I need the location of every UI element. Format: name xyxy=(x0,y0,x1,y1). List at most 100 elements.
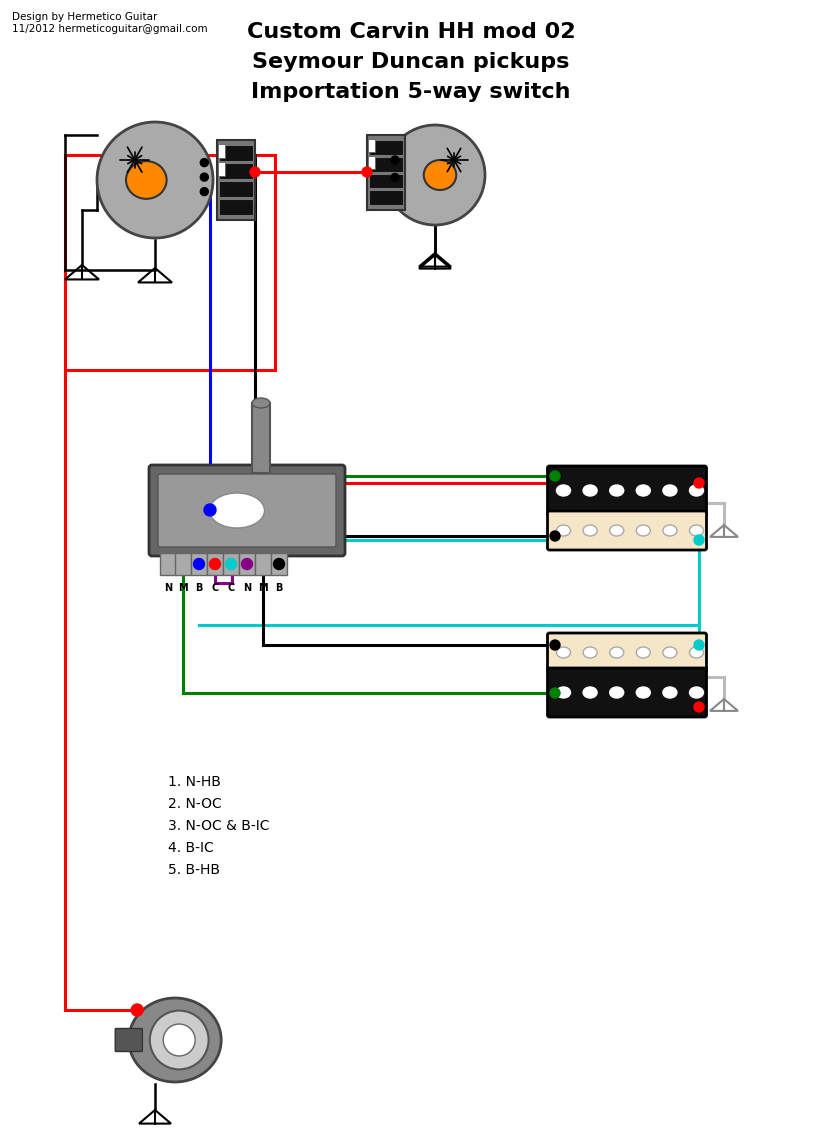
FancyBboxPatch shape xyxy=(547,633,706,672)
Bar xyxy=(370,191,402,204)
Ellipse shape xyxy=(556,687,570,698)
Circle shape xyxy=(391,174,399,182)
Circle shape xyxy=(550,688,560,698)
Text: Design by Hermetico Guitar: Design by Hermetico Guitar xyxy=(12,13,157,22)
Bar xyxy=(218,161,225,176)
Ellipse shape xyxy=(556,525,570,536)
FancyBboxPatch shape xyxy=(115,1029,142,1052)
Bar xyxy=(367,135,405,210)
Ellipse shape xyxy=(129,998,221,1082)
Ellipse shape xyxy=(636,525,650,536)
Bar xyxy=(220,146,252,160)
Bar xyxy=(220,164,252,179)
Ellipse shape xyxy=(663,485,677,496)
Text: 2. N-OC: 2. N-OC xyxy=(168,797,222,811)
Circle shape xyxy=(242,558,252,570)
Ellipse shape xyxy=(690,525,704,536)
FancyBboxPatch shape xyxy=(547,669,706,717)
Bar xyxy=(223,553,239,575)
Bar xyxy=(252,402,270,473)
Circle shape xyxy=(274,558,284,570)
Text: 11/2012 hermeticoguitar@gmail.com: 11/2012 hermeticoguitar@gmail.com xyxy=(12,24,208,34)
Circle shape xyxy=(250,167,260,177)
Text: 1. N-HB: 1. N-HB xyxy=(168,775,221,789)
Ellipse shape xyxy=(610,525,624,536)
Circle shape xyxy=(201,188,208,196)
Circle shape xyxy=(550,531,560,541)
Circle shape xyxy=(225,558,237,570)
Bar xyxy=(368,139,375,151)
Ellipse shape xyxy=(690,485,704,496)
Circle shape xyxy=(694,536,704,545)
Circle shape xyxy=(385,125,485,225)
Ellipse shape xyxy=(610,687,624,698)
Bar xyxy=(207,553,223,575)
Text: Custom Carvin HH mod 02: Custom Carvin HH mod 02 xyxy=(247,22,575,42)
FancyBboxPatch shape xyxy=(547,511,706,550)
Ellipse shape xyxy=(663,647,677,658)
Ellipse shape xyxy=(556,485,570,496)
Ellipse shape xyxy=(610,485,624,496)
Circle shape xyxy=(694,478,704,488)
Ellipse shape xyxy=(583,687,597,698)
Ellipse shape xyxy=(556,647,570,658)
Bar xyxy=(370,141,402,153)
Text: 4. B-IC: 4. B-IC xyxy=(168,841,214,855)
Bar xyxy=(160,553,176,575)
Ellipse shape xyxy=(210,493,265,528)
Circle shape xyxy=(164,1024,195,1056)
Bar xyxy=(370,158,402,171)
Circle shape xyxy=(362,167,372,177)
Ellipse shape xyxy=(610,647,624,658)
Text: 5. B-HB: 5. B-HB xyxy=(168,863,220,877)
Text: B: B xyxy=(196,583,203,594)
Circle shape xyxy=(550,640,560,650)
Bar xyxy=(220,200,252,214)
Bar xyxy=(271,553,287,575)
Bar xyxy=(220,182,252,196)
Ellipse shape xyxy=(424,160,456,190)
Bar xyxy=(255,553,271,575)
Text: M: M xyxy=(258,583,268,594)
Circle shape xyxy=(550,471,560,481)
Ellipse shape xyxy=(663,525,677,536)
Bar xyxy=(368,156,375,168)
Circle shape xyxy=(694,640,704,650)
Circle shape xyxy=(132,1004,143,1016)
Text: 3. N-OC & B-IC: 3. N-OC & B-IC xyxy=(168,819,270,833)
Ellipse shape xyxy=(690,687,704,698)
FancyBboxPatch shape xyxy=(547,466,706,515)
Text: C: C xyxy=(228,583,234,594)
Ellipse shape xyxy=(252,398,270,408)
Bar xyxy=(218,144,225,158)
Bar xyxy=(239,553,255,575)
Ellipse shape xyxy=(583,525,597,536)
Bar xyxy=(217,140,255,219)
Ellipse shape xyxy=(636,485,650,496)
Circle shape xyxy=(201,158,208,167)
Circle shape xyxy=(201,173,208,181)
FancyBboxPatch shape xyxy=(158,474,336,547)
Ellipse shape xyxy=(663,687,677,698)
Ellipse shape xyxy=(126,161,167,199)
Circle shape xyxy=(204,504,216,516)
Circle shape xyxy=(210,558,220,570)
Ellipse shape xyxy=(636,647,650,658)
Circle shape xyxy=(150,1011,209,1070)
Circle shape xyxy=(694,702,704,712)
Text: C: C xyxy=(211,583,219,594)
Bar xyxy=(191,553,207,575)
Circle shape xyxy=(193,558,205,570)
Circle shape xyxy=(97,122,213,238)
Text: Seymour Duncan pickups: Seymour Duncan pickups xyxy=(252,52,570,72)
Ellipse shape xyxy=(636,687,650,698)
Circle shape xyxy=(391,156,399,164)
Bar xyxy=(175,553,191,575)
Ellipse shape xyxy=(690,647,704,658)
Text: Importation 5-way switch: Importation 5-way switch xyxy=(252,82,570,102)
Ellipse shape xyxy=(583,485,597,496)
Bar xyxy=(370,174,402,188)
Text: N: N xyxy=(164,583,172,594)
Text: M: M xyxy=(178,583,187,594)
Text: B: B xyxy=(275,583,283,594)
